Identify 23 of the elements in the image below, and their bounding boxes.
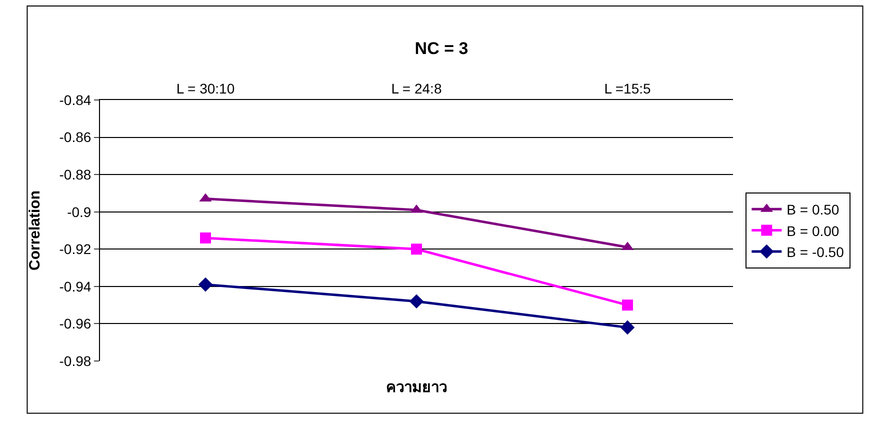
y-axis-title: Correlation — [26, 190, 44, 271]
point — [198, 277, 213, 292]
point — [620, 320, 635, 335]
x-tick-label: L = 24:8 — [391, 80, 442, 96]
y-tick-label: -0.86 — [59, 129, 92, 146]
point — [622, 300, 633, 311]
x-axis-title: ความยาว — [386, 379, 447, 396]
y-tick-label: -0.92 — [59, 241, 92, 258]
x-tick-label: L = 30:10 — [176, 80, 235, 96]
point — [411, 244, 422, 255]
chart-title: NC = 3 — [414, 39, 468, 58]
y-tick-label: -0.98 — [59, 352, 92, 369]
legend-label: B = 0.50 — [786, 202, 840, 218]
x-tick-label: L =15:5 — [604, 80, 651, 96]
y-tick-label: -0.9 — [67, 204, 92, 220]
y-tick-label: -0.94 — [59, 278, 92, 294]
y-tick-label: -0.88 — [59, 166, 92, 182]
point — [409, 294, 424, 308]
point — [200, 232, 211, 244]
y-tick-label: -0.84 — [59, 92, 92, 108]
y-tick-label: -0.96 — [59, 316, 92, 332]
legend-label: B = 0.00 — [786, 222, 840, 239]
legend-label: B = -0.50 — [786, 244, 844, 260]
